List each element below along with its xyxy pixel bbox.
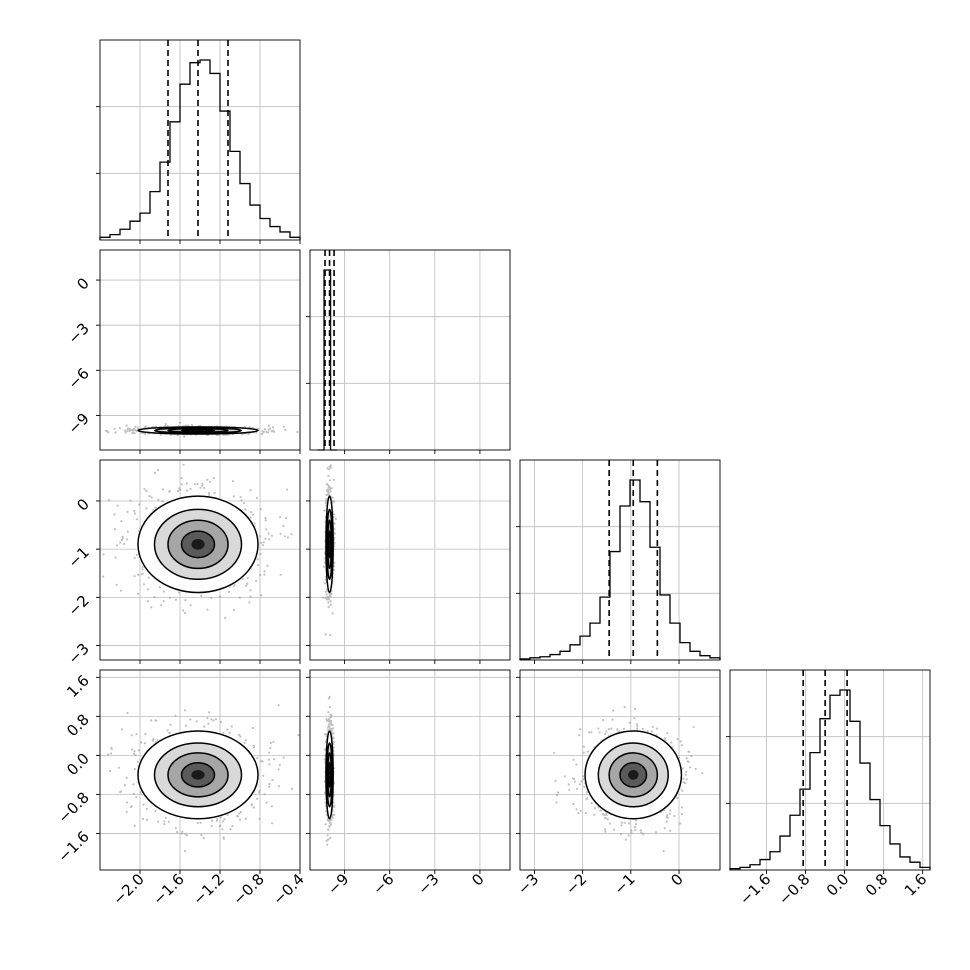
panel-border	[99, 669, 301, 871]
contour-line	[167, 427, 229, 434]
histogram-panel-2	[516, 459, 721, 664]
x-tick-label: −1.6	[149, 870, 187, 908]
contour-line	[325, 495, 334, 594]
panel-background	[520, 460, 720, 660]
contour-line	[137, 730, 259, 820]
panel-border	[729, 669, 931, 871]
x-tick-label: 0	[667, 870, 686, 889]
panel-border	[519, 669, 721, 871]
contour-line	[167, 519, 229, 570]
x-tick-label: −1	[610, 870, 638, 898]
contour-line	[327, 762, 332, 788]
x-tick-label: −9	[324, 870, 352, 898]
joint-panel-1-2	[306, 459, 511, 664]
panel-border	[309, 459, 511, 661]
y-tick-label: 1.6	[63, 671, 93, 701]
joint-content	[553, 706, 704, 853]
x-tick-label: −3	[514, 870, 542, 898]
contour-line	[326, 508, 333, 581]
contour-line	[326, 519, 333, 570]
contour-line	[137, 426, 259, 435]
panel-background	[100, 250, 300, 450]
density-fill	[329, 539, 330, 550]
joint-panel-0-3: −2.0 −1.6 −1.2 −0.8 −0.4−1.6−0.80.00.81.6	[54, 669, 308, 909]
x-tick-label: 1.6	[901, 870, 931, 900]
histogram-step	[729, 689, 931, 870]
contour-line	[325, 730, 334, 820]
contour-line	[608, 752, 659, 798]
contour-line	[180, 530, 216, 559]
y-tick-label: 0.0	[63, 749, 93, 779]
y-tick-label: −1	[64, 543, 92, 571]
y-tick-label: −9	[64, 410, 92, 438]
y-tick-label: 0	[73, 495, 92, 514]
y-tick-label: −3	[64, 319, 92, 347]
y-tick-label: −1.6	[54, 828, 92, 866]
joint-panel-2-3: −3 −2 −1 0	[514, 669, 721, 898]
contour-line	[584, 730, 683, 820]
panel-border	[99, 39, 301, 241]
joint-content	[105, 421, 299, 438]
panel-background	[310, 250, 510, 450]
panel-background	[100, 40, 300, 240]
density-fill	[191, 539, 205, 550]
contour-line	[153, 742, 243, 808]
panel-border	[309, 249, 511, 451]
x-tick-label: 0.0	[823, 870, 853, 900]
histogram-panel-0	[96, 39, 301, 244]
contour-line	[326, 752, 333, 798]
density-fill	[329, 770, 330, 780]
panel-border	[99, 459, 301, 661]
joint-content	[322, 464, 337, 637]
panel-background	[310, 460, 510, 660]
contour-line	[327, 530, 332, 559]
y-tick-label: 0.8	[63, 710, 93, 740]
joint-content	[102, 463, 293, 620]
contour-line	[153, 508, 243, 581]
x-tick-label: −2.0	[109, 870, 147, 908]
joint-panel-1-3: −9 −6 −3 0	[306, 669, 511, 898]
contour-line	[597, 742, 669, 808]
contour-line	[180, 762, 216, 788]
joint-content	[106, 704, 300, 853]
x-tick-label: −3	[414, 870, 442, 898]
contour-line	[137, 495, 259, 594]
y-tick-label: −3	[64, 640, 92, 668]
density-fill	[191, 430, 205, 431]
density-fill	[627, 770, 639, 780]
panel-border	[309, 669, 511, 871]
y-tick-label: −0.8	[54, 788, 92, 826]
histogram-step	[99, 59, 301, 240]
joint-content	[323, 695, 336, 846]
contour-line	[180, 428, 216, 433]
joint-panel-0-1: −9 −6 −3 0	[64, 249, 301, 454]
panel-border	[519, 459, 721, 661]
y-tick-label: −2	[64, 591, 92, 619]
histogram-panel-3: −1.6 −0.8 0.0 0.8 1.6	[726, 669, 931, 909]
histogram-step	[519, 479, 721, 660]
x-tick-label: −6	[369, 870, 397, 898]
x-tick-label: −1.6	[736, 870, 774, 908]
x-tick-label: 0	[468, 870, 487, 889]
contour-line	[153, 427, 243, 434]
y-tick-label: 0	[73, 274, 92, 293]
x-tick-label: −0.8	[775, 870, 813, 908]
contour-line	[619, 762, 648, 788]
panel-border	[99, 249, 301, 451]
density-fill	[191, 770, 205, 780]
x-tick-label: 0.8	[862, 870, 892, 900]
x-tick-label: −0.8	[229, 870, 267, 908]
panel-background	[310, 670, 510, 870]
x-tick-label: −2	[562, 870, 590, 898]
x-tick-label: −0.4	[269, 870, 307, 908]
contour-line	[167, 752, 229, 798]
x-tick-label: −1.2	[189, 870, 227, 908]
y-tick-label: −6	[64, 364, 92, 392]
contour-line	[326, 742, 333, 808]
histogram-panel-1	[306, 249, 511, 454]
joint-panel-0-2: −3 −2 −1 0	[64, 459, 301, 668]
